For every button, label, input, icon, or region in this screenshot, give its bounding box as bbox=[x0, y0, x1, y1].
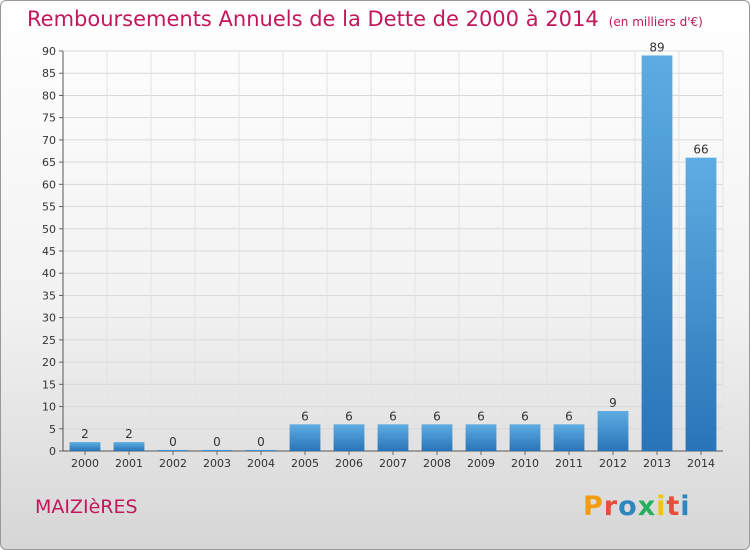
x-tick-label: 2014 bbox=[687, 457, 715, 470]
chart-title-text: Remboursements Annuels de la Dette de 20… bbox=[27, 7, 599, 31]
bar-2008 bbox=[421, 424, 453, 451]
x-tick-label: 2001 bbox=[115, 457, 143, 470]
value-label-2001: 2 bbox=[125, 427, 133, 441]
x-tick-label: 2004 bbox=[247, 457, 275, 470]
x-tick-label: 2013 bbox=[643, 457, 671, 470]
y-tick-label: 5 bbox=[49, 423, 56, 436]
value-label-2003: 0 bbox=[213, 435, 221, 449]
bar-2010 bbox=[509, 424, 541, 451]
bar-2002 bbox=[157, 450, 189, 451]
x-tick-label: 2010 bbox=[511, 457, 539, 470]
value-label-2004: 0 bbox=[257, 435, 265, 449]
logo-letter: i bbox=[656, 491, 667, 522]
y-tick-label: 90 bbox=[42, 45, 56, 58]
x-tick-label: 2005 bbox=[291, 457, 319, 470]
logo-letter: x bbox=[637, 491, 657, 522]
x-tick-label: 2003 bbox=[203, 457, 231, 470]
bar-2009 bbox=[465, 424, 497, 451]
x-tick-label: 2008 bbox=[423, 457, 451, 470]
value-label-2000: 2 bbox=[81, 427, 89, 441]
y-tick-label: 65 bbox=[42, 156, 56, 169]
bars bbox=[69, 55, 717, 451]
x-tick-label: 2009 bbox=[467, 457, 495, 470]
logo-letter: P bbox=[583, 491, 604, 522]
bar-2006 bbox=[333, 424, 365, 451]
y-tick-label: 85 bbox=[42, 67, 56, 80]
bar-2001 bbox=[113, 442, 145, 451]
logo-letter: i bbox=[680, 491, 691, 522]
x-tick-label: 2012 bbox=[599, 457, 627, 470]
y-tick-label: 50 bbox=[42, 223, 56, 236]
x-tick-label: 2011 bbox=[555, 457, 583, 470]
y-tick-label: 45 bbox=[42, 245, 56, 258]
y-tick-label: 15 bbox=[42, 378, 56, 391]
chart-title: Remboursements Annuels de la Dette de 20… bbox=[27, 7, 703, 31]
value-label-2002: 0 bbox=[169, 435, 177, 449]
value-label-2014: 66 bbox=[693, 143, 708, 157]
y-tick-label: 60 bbox=[42, 178, 56, 191]
chart-subtitle: (en milliers d'€) bbox=[608, 15, 703, 29]
logo-letter: t bbox=[666, 491, 681, 522]
value-label-2005: 6 bbox=[301, 409, 309, 423]
x-tick-label: 2000 bbox=[71, 457, 99, 470]
grid-lines bbox=[62, 50, 724, 452]
proxiti-logo: Proxiti bbox=[583, 491, 691, 522]
value-label-2008: 6 bbox=[433, 409, 441, 423]
logo-letter: r bbox=[603, 491, 619, 522]
y-tick-label: 35 bbox=[42, 289, 56, 302]
bar-2003 bbox=[201, 450, 233, 451]
y-tick-label: 10 bbox=[42, 401, 56, 414]
value-label-2012: 9 bbox=[609, 396, 617, 410]
y-tick-label: 80 bbox=[42, 89, 56, 102]
logo-letter: o bbox=[618, 491, 638, 522]
x-tick-label: 2002 bbox=[159, 457, 187, 470]
bar-2014 bbox=[685, 157, 717, 451]
bar-2012 bbox=[597, 411, 629, 451]
bar-2013 bbox=[641, 55, 673, 451]
y-tick-label: 20 bbox=[42, 356, 56, 369]
value-label-2007: 6 bbox=[389, 409, 397, 423]
value-label-2006: 6 bbox=[345, 409, 353, 423]
value-label-2011: 6 bbox=[565, 409, 573, 423]
x-tick-label: 2007 bbox=[379, 457, 407, 470]
bar-2000 bbox=[69, 442, 101, 451]
city-name: MAIZIèRES bbox=[35, 496, 138, 518]
value-label-2013: 89 bbox=[649, 40, 664, 54]
x-tick-label: 2006 bbox=[335, 457, 363, 470]
y-tick-label: 0 bbox=[49, 445, 56, 458]
y-tick-label: 40 bbox=[42, 267, 56, 280]
labels: 0510152025303540455055606570758085902000… bbox=[42, 40, 715, 470]
axes bbox=[59, 50, 723, 455]
bar-2005 bbox=[289, 424, 321, 451]
value-label-2009: 6 bbox=[477, 409, 485, 423]
y-tick-label: 70 bbox=[42, 134, 56, 147]
y-tick-label: 25 bbox=[42, 334, 56, 347]
value-label-2010: 6 bbox=[521, 409, 529, 423]
bar-2007 bbox=[377, 424, 409, 451]
y-tick-label: 75 bbox=[42, 112, 56, 125]
bar-2011 bbox=[553, 424, 585, 451]
y-tick-label: 55 bbox=[42, 201, 56, 214]
y-tick-label: 30 bbox=[42, 312, 56, 325]
bar-2004 bbox=[245, 450, 277, 451]
